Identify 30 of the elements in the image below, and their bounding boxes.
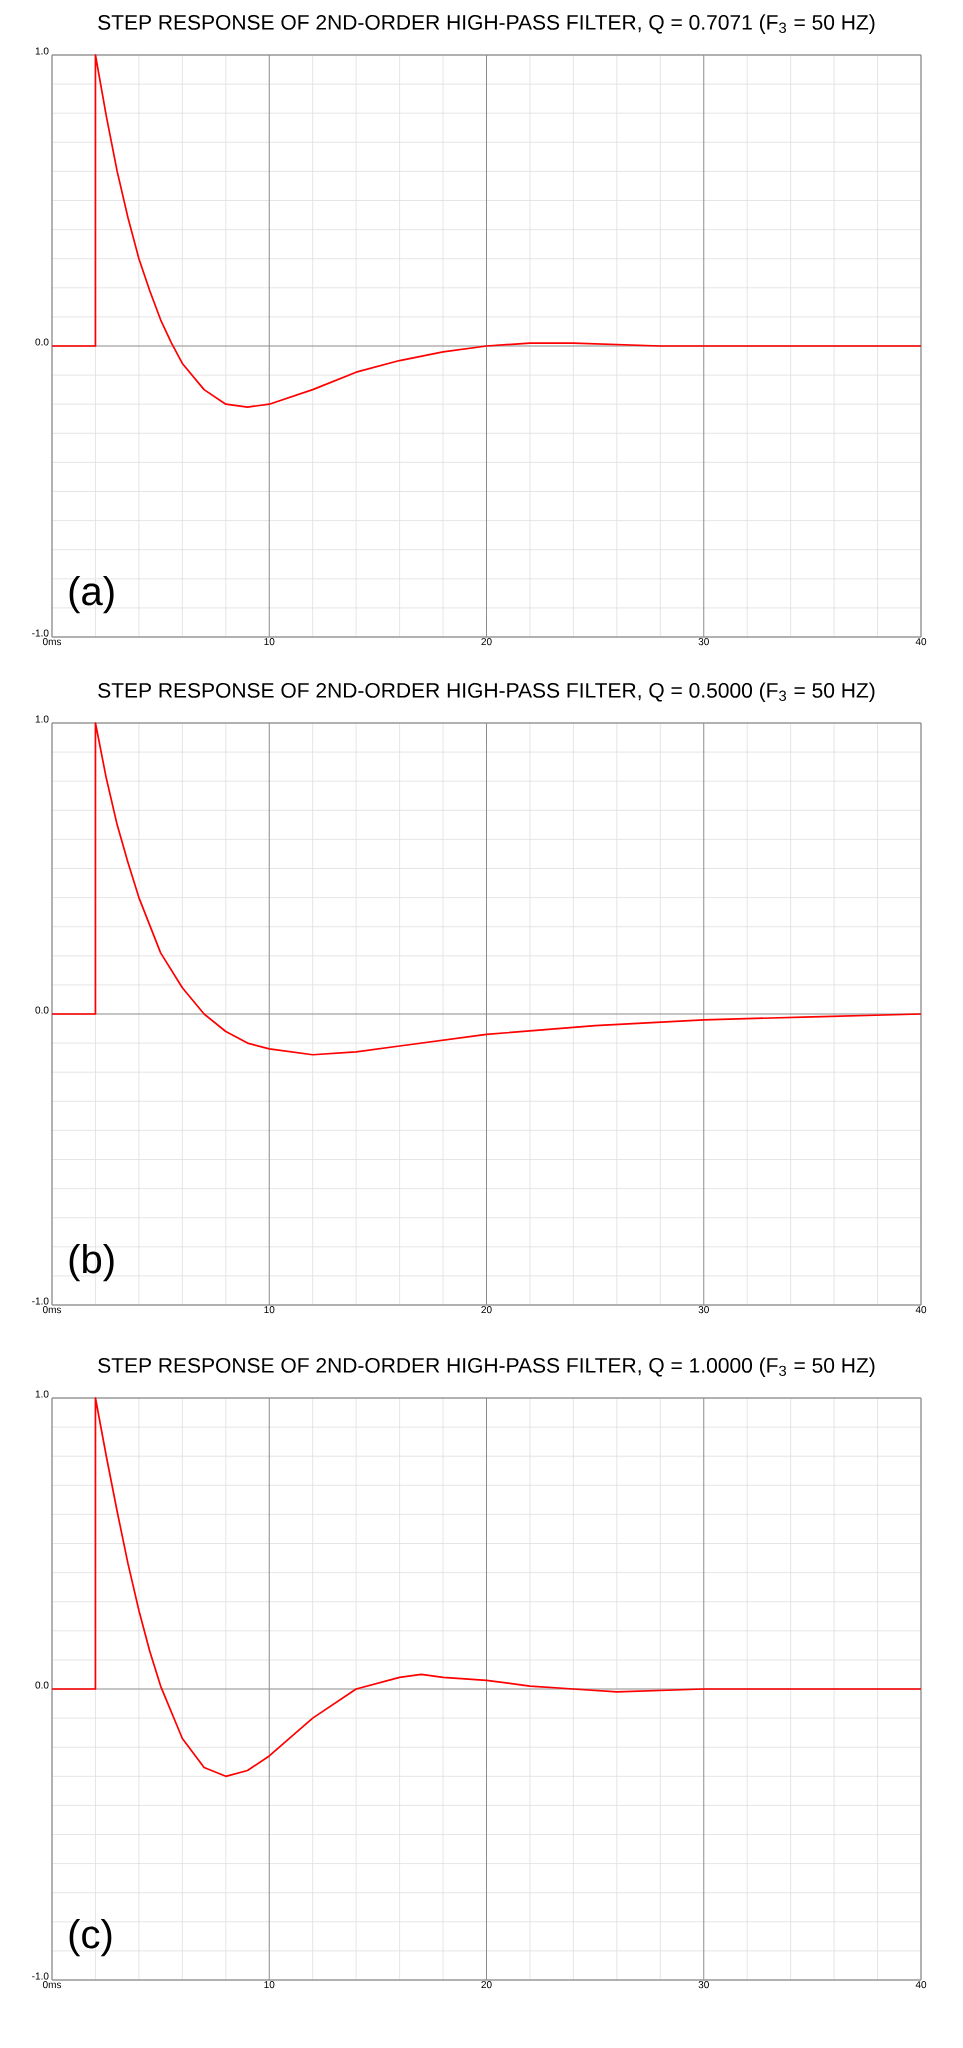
x-tick-label: 40 <box>915 638 927 646</box>
x-tick-label: 20 <box>481 1306 492 1314</box>
y-tick-label: 1.0 <box>35 1390 49 1398</box>
chart-title: STEP RESPONSE OF 2ND-ORDER HIGH-PASS FILTER, Q = 1.0000 (F$_{3}$ = 50 HZ) <box>98 1357 875 1377</box>
chart-title: STEP RESPONSE OF 2ND-ORDER HIGH-PASS FILTER, Q = 0.7071 (F$_{3}$ = 50 HZ) <box>98 14 875 34</box>
x-tick-label: 20 <box>481 1981 492 1989</box>
y-tick-label: -1.0 <box>32 1297 49 1305</box>
x-tick-label: 30 <box>698 1306 709 1314</box>
x-tick-label: 0ms <box>42 1981 62 1989</box>
x-tick-label: 10 <box>264 638 275 646</box>
y-tick-label: 0.0 <box>35 1006 49 1014</box>
y-tick-label: -1.0 <box>32 629 49 637</box>
y-tick-label: 0.0 <box>35 1681 49 1689</box>
x-tick-label: 0ms <box>42 1306 62 1314</box>
x-tick-label: 30 <box>698 1981 709 1989</box>
x-tick-label: 10 <box>264 1306 275 1314</box>
x-tick-label: 20 <box>481 638 492 646</box>
y-tick-label: -1.0 <box>32 1972 49 1980</box>
x-tick-label: 40 <box>915 1306 927 1314</box>
y-tick-label: 1.0 <box>35 715 49 723</box>
annotation: (b) <box>69 1244 114 1282</box>
annotation: (c) <box>69 1919 112 1957</box>
x-tick-label: 40 <box>915 1981 927 1989</box>
annotation: (a) <box>69 576 114 614</box>
y-tick-label: 0.0 <box>35 338 49 346</box>
x-tick-label: 0ms <box>42 638 62 646</box>
x-tick-label: 30 <box>698 638 709 646</box>
x-tick-label: 10 <box>264 1981 275 1989</box>
chart-title: STEP RESPONSE OF 2ND-ORDER HIGH-PASS FILTER, Q = 0.5000 (F$_{3}$ = 50 HZ) <box>98 682 875 702</box>
y-tick-label: 1.0 <box>35 47 49 55</box>
